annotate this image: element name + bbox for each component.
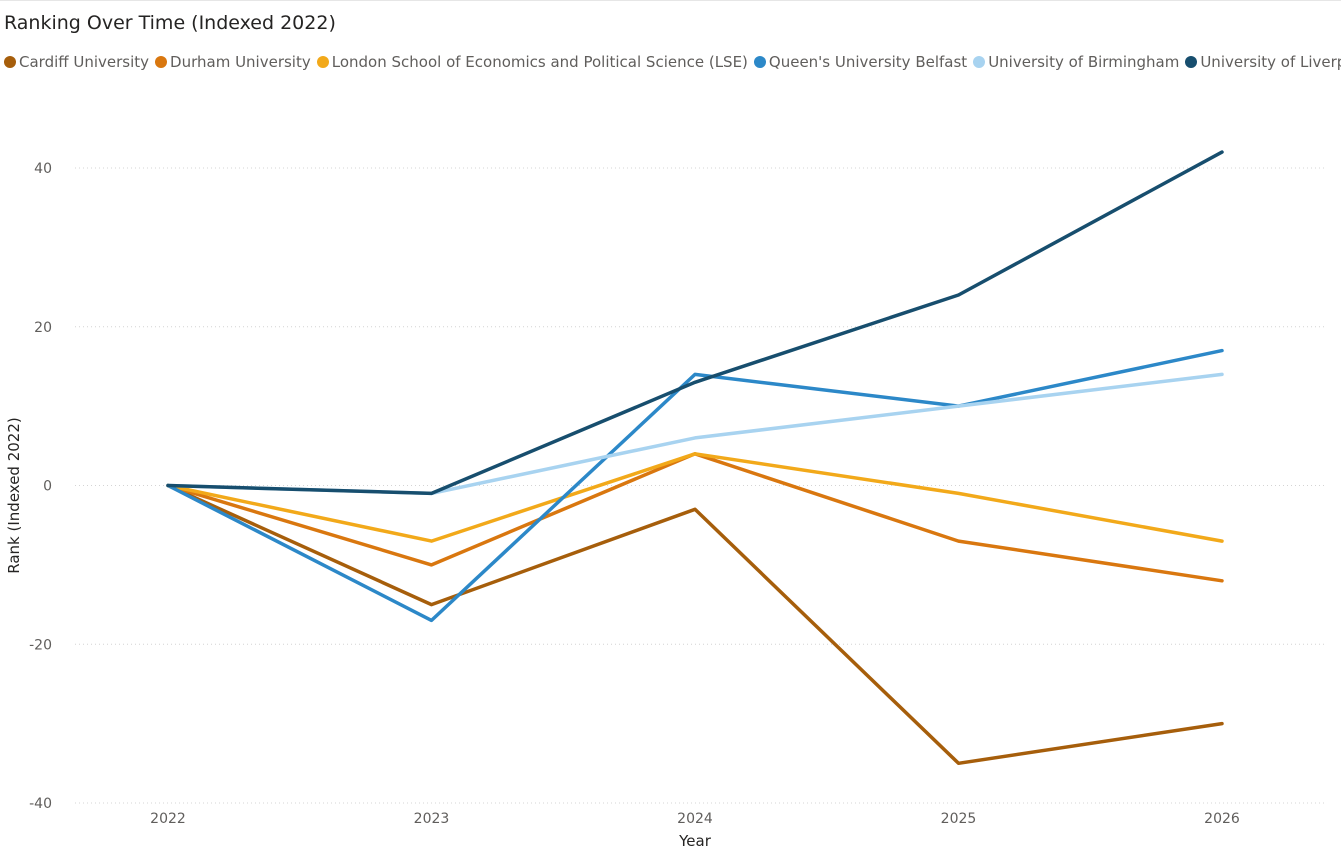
series-line[interactable] [166,150,1224,496]
legend-label: London School of Economics and Political… [331,53,748,71]
legend-marker-icon [973,56,986,68]
legend-item[interactable]: Cardiff University [4,53,149,71]
y-axis-ticks: 40 20 0 -20 -40 [29,161,52,812]
y-tick-label: 40 [34,161,52,177]
legend-marker-icon [316,56,329,68]
y-tick-label: -20 [29,637,52,653]
series-line[interactable] [166,372,1224,496]
legend-label: Durham University [170,53,311,71]
y-tick-label: 20 [34,320,52,336]
legend-label: University of Birmingham [988,53,1180,71]
x-tick-label: 2026 [1204,811,1240,827]
series-line[interactable] [166,483,1224,766]
legend-marker-icon [155,56,168,68]
x-axis-title: Year [678,832,712,850]
x-tick-label: 2024 [677,811,713,827]
x-axis-ticks: 2022 2023 2024 2025 2026 [150,811,1240,827]
legend-item[interactable]: London School of Economics and Political… [316,53,748,71]
y-tick-label: -40 [29,796,52,812]
series-line[interactable] [166,348,1224,623]
legend-marker-icon [4,56,16,68]
legend-label: University of Liverpool [1200,53,1341,71]
legend-marker-icon [753,56,766,68]
y-tick-label: 0 [43,479,52,495]
legend-item[interactable]: Queen's University Belfast [753,53,968,71]
legend-item[interactable]: Durham University [155,53,311,71]
x-tick-label: 2022 [150,811,186,827]
gridlines [75,167,1325,804]
y-axis-title: Rank (Indexed 2022) [5,417,23,573]
header-divider [0,0,1341,1]
series-line[interactable] [166,452,1224,543]
legend-item[interactable]: University of Liverpool [1185,53,1341,71]
chart-legend: Cardiff University Durham University Londo… [4,52,1341,72]
legend-label: Queen's University Belfast [768,53,968,71]
legend-marker-icon [1185,56,1198,68]
legend-item[interactable]: University of Birmingham [973,53,1179,71]
x-tick-label: 2023 [414,811,450,827]
chart-title: Ranking Over Time (Indexed 2022) [4,12,336,34]
legend-label: Cardiff University [19,53,150,71]
x-tick-label: 2025 [941,811,977,827]
series-lines [166,150,1224,766]
